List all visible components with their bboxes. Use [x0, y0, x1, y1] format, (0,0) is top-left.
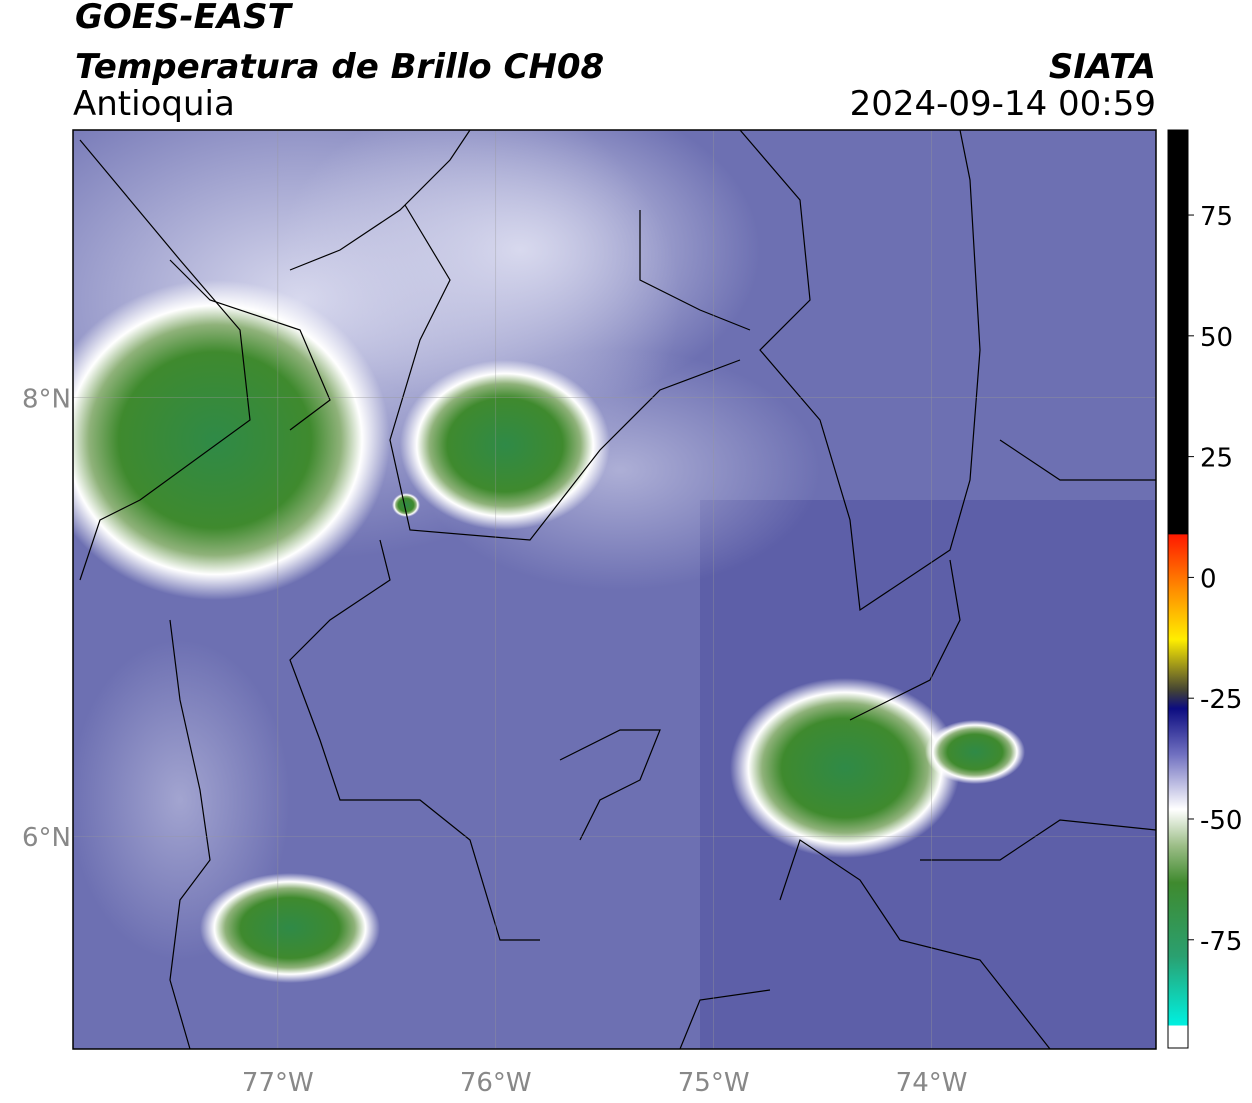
- source: SIATA: [1049, 47, 1156, 87]
- colorbar-tick-label: 0: [1200, 564, 1217, 594]
- colorbar-tick-label: 50: [1200, 323, 1233, 353]
- region: Antioquia: [73, 84, 235, 124]
- colorbar-tick-label: 25: [1200, 444, 1233, 474]
- colorbar-tick-label: -25: [1200, 685, 1242, 715]
- x-tick-label: 77°W: [242, 1068, 314, 1098]
- title: GOES-EAST: [75, 0, 294, 37]
- colorbar-tick-label: -75: [1200, 927, 1242, 957]
- colorbar: [1167, 129, 1189, 1049]
- x-tick-label: 76°W: [460, 1068, 532, 1098]
- y-tick-label: 6°N: [22, 823, 71, 853]
- colorbar-tick-label: 75: [1200, 202, 1233, 232]
- x-tick-label: 75°W: [678, 1068, 750, 1098]
- x-tick-label: 74°W: [896, 1068, 968, 1098]
- datetime: 2024-09-14 00:59: [850, 84, 1156, 124]
- map-frame: [72, 129, 1157, 1050]
- colorbar-tick-label: -50: [1200, 806, 1242, 836]
- y-tick-label: 8°N: [22, 385, 71, 415]
- subtitle: Temperatura de Brillo CH08: [75, 47, 604, 87]
- map-image: [73, 130, 1156, 1049]
